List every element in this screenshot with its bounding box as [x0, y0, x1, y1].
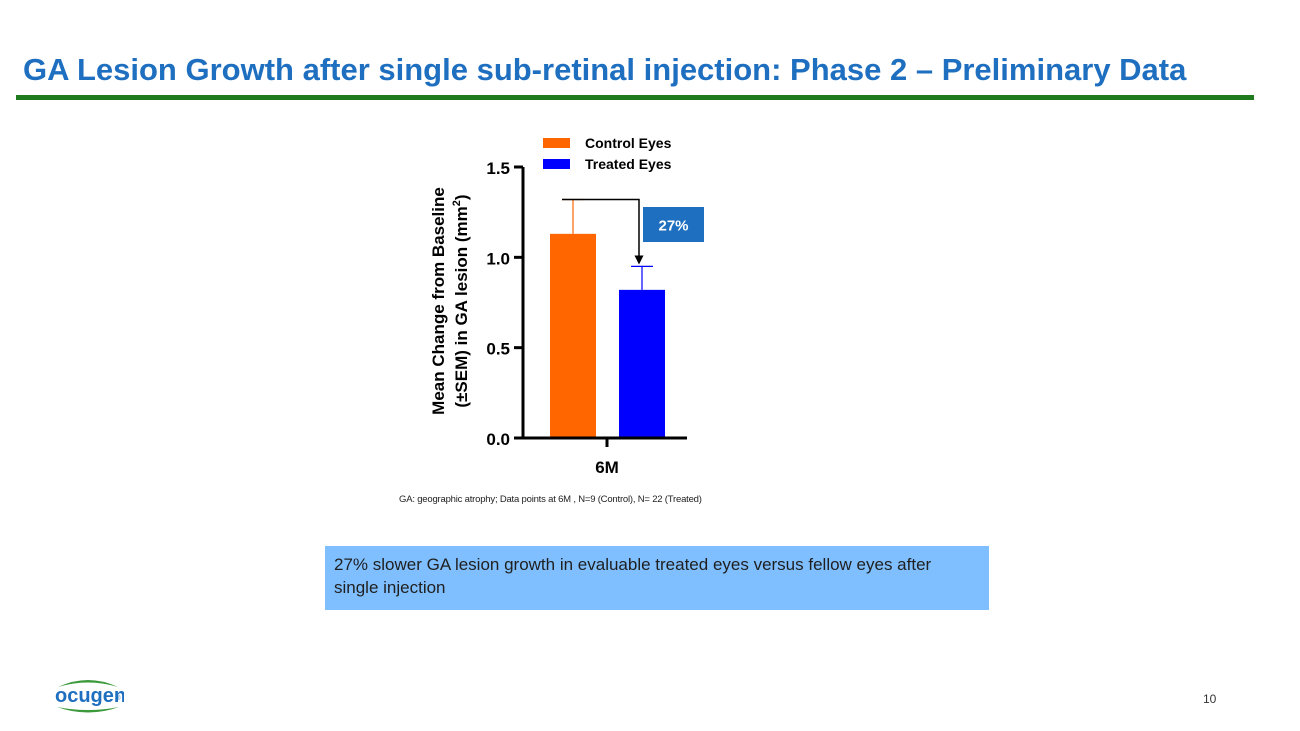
slide-title: GA Lesion Growth after single sub-retina… [23, 52, 1187, 87]
bar-treated [619, 289, 665, 437]
legend-label: Treated Eyes [585, 156, 672, 172]
logo-text: ocugen [55, 685, 124, 707]
legend-label: Control Eyes [585, 135, 672, 151]
summary-callout: 27% slower GA lesion growth in evaluable… [325, 546, 989, 610]
bar-control [550, 233, 596, 437]
y-axis-title-superscript: 2 [451, 200, 463, 206]
y-axis-title-close: ) [452, 194, 471, 200]
logo-swoosh-bottom [57, 707, 119, 713]
percent-badge-label: 27% [658, 218, 688, 235]
y-tick-label: 1.0 [486, 249, 510, 268]
logo-swoosh-top [58, 680, 118, 687]
chart-footnote: GA: geographic atrophy; Data points at 6… [399, 494, 702, 505]
y-axis-title-line1: Mean Change from Baseline [429, 187, 448, 415]
ocugen-logo: ocugen ® [55, 680, 124, 713]
legend-swatch [543, 138, 570, 148]
legend-swatch [543, 159, 570, 169]
y-tick-label: 0.5 [486, 340, 510, 359]
y-tick-label: 1.5 [486, 159, 510, 178]
page-number: 10 [1203, 692, 1217, 706]
y-tick-label: 0.0 [486, 430, 510, 449]
x-tick-label: 6M [595, 458, 619, 477]
comparison-bracket [562, 198, 640, 257]
bracket-arrowhead [634, 255, 644, 265]
y-axis-title-line2: (±SEM) in GA lesion (mm2) [451, 194, 471, 407]
logo-registered-mark: ® [116, 695, 121, 702]
y-axis-title-text: (±SEM) in GA lesion (mm [452, 206, 471, 407]
title-underline [16, 95, 1254, 100]
percent-badge [643, 207, 704, 242]
